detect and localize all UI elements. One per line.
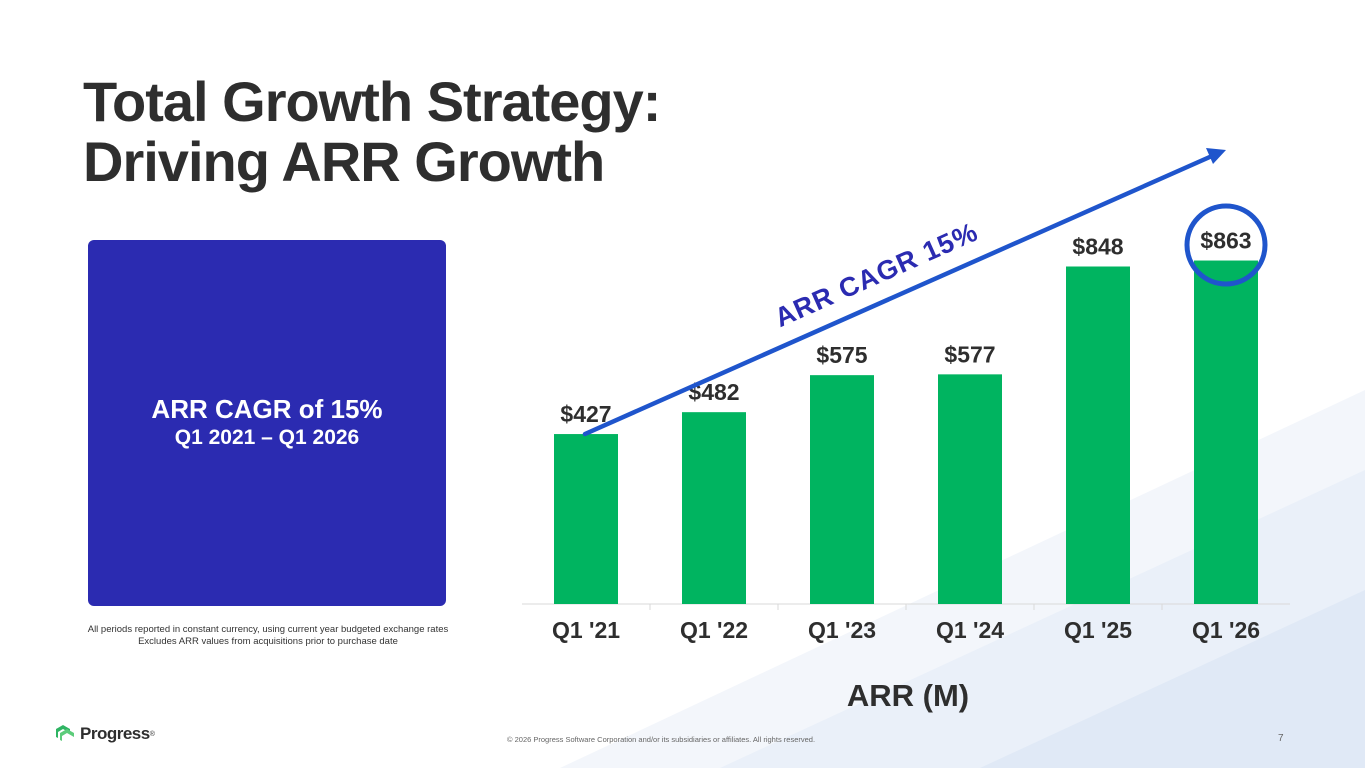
bar-value-label: $577 (944, 341, 995, 367)
bar-4 (1066, 266, 1130, 604)
trend-arrow (582, 148, 1226, 437)
bar-5 (1194, 260, 1258, 604)
page-title: Total Growth Strategy: Driving ARR Growt… (83, 70, 661, 193)
bar-value-label: $863 (1200, 228, 1251, 254)
progress-logo: Progress ® (56, 724, 155, 744)
footnote-acquisitions: Excludes ARR values from acquisitions pr… (138, 636, 398, 647)
progress-logo-mark: ® (149, 730, 155, 738)
footnote-currency: All periods reported in constant currenc… (87, 624, 449, 635)
trend-arrow-line (582, 153, 1215, 437)
cagr-highlight-title: ARR CAGR of 15% (151, 394, 383, 424)
x-tick-label: Q1 '23 (808, 617, 876, 643)
page-title-line-1: Total Growth Strategy: (83, 70, 661, 133)
bar-2 (810, 375, 874, 604)
cagr-highlight-box: ARR CAGR of 15% Q1 2021 – Q1 2026 (88, 240, 446, 606)
page-number: 7 (1278, 733, 1284, 744)
footnotes: All periods reported in constant currenc… (60, 624, 476, 648)
cagr-highlight-period: Q1 2021 – Q1 2026 (174, 426, 360, 449)
x-tick-label: Q1 '24 (936, 617, 1004, 643)
trend-annotation: ARR CAGR 15% (770, 217, 982, 334)
bar-0 (554, 434, 618, 604)
bar-3 (938, 374, 1002, 604)
highlight-circle (1184, 203, 1268, 287)
page-title-line-2: Driving ARR Growth (83, 130, 605, 193)
trend-arrow-head (1206, 148, 1226, 164)
x-tick-label: Q1 '25 (1064, 617, 1132, 643)
progress-logo-text: Progress (80, 724, 150, 743)
bar-value-label: $575 (816, 342, 867, 368)
bar-value-label: $848 (1072, 233, 1123, 259)
x-tick-label: Q1 '21 (552, 617, 620, 643)
copyright-notice: © 2026 Progress Software Corporation and… (507, 735, 816, 744)
x-tick-label: Q1 '22 (680, 617, 748, 643)
bar-value-label: $427 (560, 401, 611, 427)
progress-logo-icon (56, 725, 74, 741)
bar-1 (682, 412, 746, 604)
x-tick-label: Q1 '26 (1192, 617, 1260, 643)
x-axis-title: ARR (M) (847, 678, 969, 713)
